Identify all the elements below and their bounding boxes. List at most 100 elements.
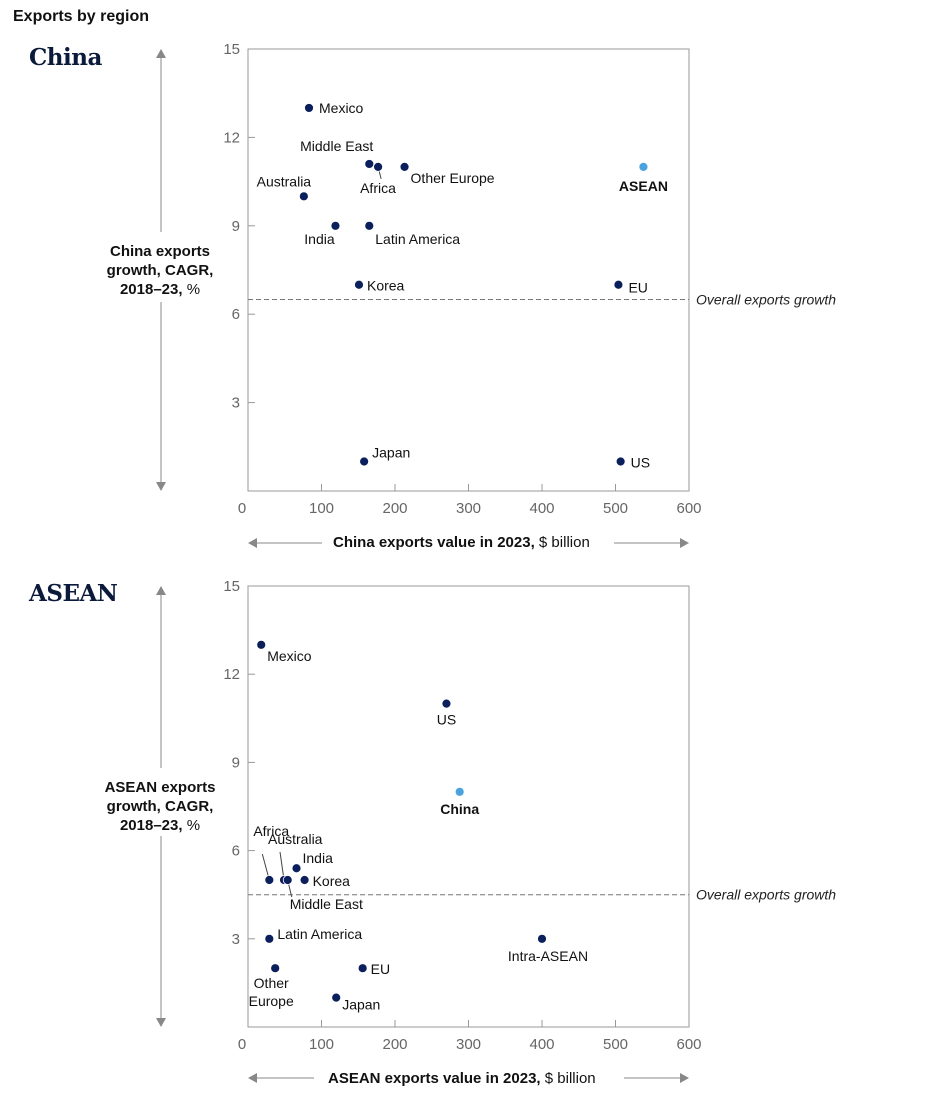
x-tick-label: 300 (456, 500, 481, 517)
data-point-china (454, 786, 465, 797)
data-point-korea (354, 279, 364, 290)
x-tick-label: 500 (603, 1036, 628, 1053)
data-point-japan (359, 456, 370, 467)
y-tick-label: 6 (232, 843, 240, 860)
data-point-other-europe (270, 963, 281, 974)
data-label-japan: Japan (342, 997, 380, 1013)
y-arrow-up-icon (156, 586, 166, 595)
data-label-korea: Korea (313, 873, 351, 889)
x-tick-label: 0 (238, 1036, 246, 1053)
data-label-us: US (437, 712, 456, 728)
data-label-other-europe: Other Europe (249, 975, 294, 1009)
data-point-middle-east (364, 159, 375, 169)
data-label-middle-east: Middle East (290, 896, 363, 912)
y-tick-label: 12 (223, 666, 240, 683)
data-label-japan: Japan (372, 445, 410, 461)
chart-china: 3 6 9 12 15 0 100 200 300 400 500 600 Overall export… (156, 41, 836, 548)
chart-asean: 3 6 9 12 15 0 100 200 300 400 500 600 Overall export… (156, 578, 836, 1083)
data-label-us: US (631, 455, 650, 471)
data-label-korea: Korea (367, 278, 405, 294)
x-tick-label: 100 (309, 1036, 334, 1053)
data-label-other-europe: Other Europe (411, 170, 495, 186)
data-point-intra-asean (537, 933, 547, 944)
data-label-middle-east: Middle East (300, 138, 373, 154)
overall-growth-label: Overall exports growth (696, 291, 836, 307)
data-point-us (441, 698, 452, 709)
data-label-china: China (440, 801, 479, 817)
x-axis-label-bold: China exports value in 2023, (333, 534, 535, 551)
data-label-line: Europe (249, 993, 294, 1009)
data-label-intra-asean: Intra-ASEAN (508, 948, 588, 964)
plot-frame (247, 48, 690, 492)
page-title: Exports by region (13, 8, 150, 25)
x-axis-label-china: China exports value in 2023, $ billion (333, 534, 590, 551)
x-tick-label: 300 (456, 1036, 481, 1053)
data-point-us (615, 456, 626, 467)
overall-growth-label: Overall exports growth (696, 887, 836, 903)
data-label-australia: Australia (257, 173, 312, 189)
y-axis-label-asean: ASEAN exports growth, CAGR, 2018–23, % (88, 778, 232, 835)
data-label-latin-america: Latin America (375, 231, 460, 247)
x-arrow-left-icon (248, 538, 257, 548)
x-axis-label-unit: $ billion (538, 534, 590, 551)
data-point-asean (638, 161, 649, 172)
data-point-korea (299, 875, 310, 885)
data-label-australia: Australia (268, 831, 323, 847)
y-arrow-down-icon (156, 482, 166, 491)
data-label-india: India (304, 231, 335, 247)
x-axis-label-asean: ASEAN exports value in 2023, $ billion (328, 1070, 596, 1087)
data-label-eu: EU (371, 961, 390, 977)
data-point-africa (264, 875, 275, 885)
data-point-india (330, 220, 341, 231)
data-point-middle-east (282, 875, 293, 885)
data-label-latin-america: Latin America (277, 926, 362, 942)
y-tick-label: 6 (232, 306, 240, 323)
data-label-line: Other (254, 975, 289, 991)
y-tick-label: 3 (232, 395, 240, 412)
data-label-africa: Africa (360, 180, 396, 196)
data-point-india (291, 863, 302, 874)
data-point-australia (298, 191, 309, 202)
y-arrow-up-icon (156, 49, 166, 58)
y-axis-label-bold: ASEAN exports growth, CAGR, 2018–23, (104, 779, 216, 834)
data-point-eu (357, 963, 368, 974)
data-point-eu (613, 279, 624, 290)
data-point-mexico (256, 639, 267, 650)
y-tick-label: 9 (232, 218, 240, 235)
data-point-other-europe (399, 161, 410, 172)
y-tick-label: 12 (223, 129, 240, 146)
y-axis-label-unit: % (186, 281, 201, 298)
data-point-latin-america (364, 220, 375, 231)
panel-title-asean: ASEAN (29, 580, 118, 607)
data-label-eu: EU (628, 280, 647, 296)
data-label-africa: Africa (253, 823, 289, 839)
y-tick-label: 3 (232, 931, 240, 948)
y-tick-label: 15 (223, 578, 240, 595)
data-point-africa (373, 161, 383, 172)
x-tick-label: 200 (382, 500, 407, 517)
x-arrow-right-icon (680, 1073, 689, 1083)
y-tick-label: 15 (223, 41, 240, 58)
x-tick-label: 0 (238, 500, 246, 517)
data-point-japan (331, 992, 342, 1003)
y-axis-label-china: China exports growth, CAGR, 2018–23, % (88, 242, 232, 299)
y-axis-label-bold: China exports growth, CAGR, 2018–23, (106, 243, 214, 298)
x-arrow-left-icon (248, 1073, 257, 1083)
x-axis-label-unit: $ billion (544, 1070, 596, 1087)
x-tick-label: 600 (676, 1036, 701, 1053)
data-label-india: India (303, 850, 334, 866)
panel-title-china: China (29, 44, 102, 71)
x-tick-label: 200 (382, 1036, 407, 1053)
data-label-asean: ASEAN (619, 178, 668, 194)
y-axis-label-unit: % (186, 817, 201, 834)
x-tick-label: 400 (529, 1036, 554, 1053)
y-tick-label: 9 (232, 754, 240, 771)
data-label-mexico: Mexico (319, 100, 364, 116)
x-arrow-right-icon (680, 538, 689, 548)
data-label-mexico: Mexico (267, 648, 312, 664)
data-point-mexico (304, 103, 314, 113)
x-tick-label: 400 (529, 500, 554, 517)
x-tick-label: 600 (676, 500, 701, 517)
x-tick-label: 100 (309, 500, 334, 517)
